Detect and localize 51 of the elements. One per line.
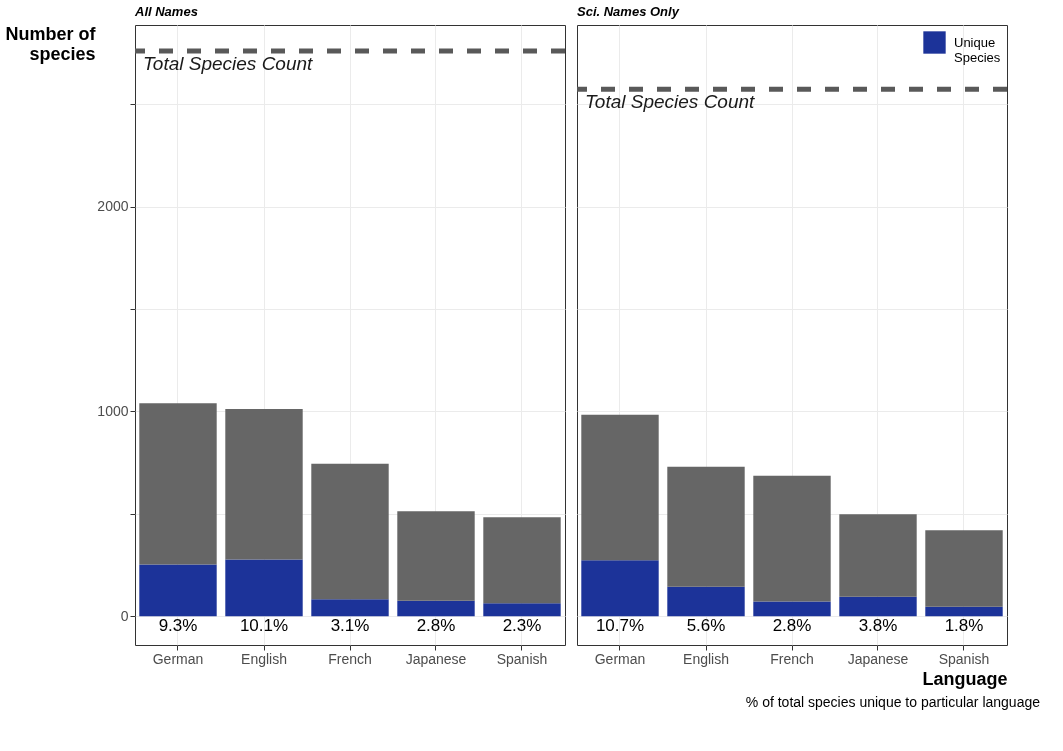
x-tick-label: Spanish (496, 650, 548, 667)
y-tick-label: 1000 (97, 402, 129, 419)
annotation: 5.6% (686, 616, 726, 636)
bar (925, 606, 1003, 617)
annotation: 10.7% (595, 616, 645, 636)
x-tick-label: Japanese (847, 650, 909, 667)
annotation: 2.8% (416, 616, 456, 636)
bar (225, 559, 303, 617)
annotation: 9.3% (158, 616, 198, 636)
bar (483, 517, 561, 604)
bar (753, 601, 831, 617)
bar (225, 408, 303, 560)
bar (839, 514, 917, 597)
legend-label: Unique Species (954, 34, 1001, 65)
bar (667, 586, 745, 617)
bar (839, 596, 917, 617)
x-tick-label: Japanese (405, 650, 467, 667)
annotation: 3.1% (330, 616, 370, 636)
bar (311, 599, 389, 617)
annotation: 2.8% (772, 616, 812, 636)
y-tick-label: 2000 (97, 198, 129, 215)
annotation: 3.8% (858, 616, 898, 636)
x-tick-label: English (241, 650, 287, 667)
bar (581, 560, 659, 617)
bar (139, 403, 217, 565)
x-tick-label: English (683, 650, 729, 667)
chart-title: All Names (134, 4, 198, 19)
x-tick-label: German (152, 650, 204, 667)
ref-line-label: Total Species Count (143, 53, 314, 74)
y-axis-title: Number of species (5, 23, 97, 64)
x-tick-label: German (594, 650, 646, 667)
annotation: 10.1% (239, 616, 289, 636)
x-tick-label: Spanish (938, 650, 990, 667)
bar (397, 600, 475, 617)
x-tick-label: French (328, 650, 372, 667)
bar (139, 564, 217, 617)
ref-line-label: Total Species Count (585, 91, 756, 113)
annotation: 1.8% (944, 616, 984, 636)
x-axis-title: Language (922, 668, 1008, 689)
bar (753, 475, 831, 602)
x-tick-label: French (770, 650, 814, 667)
chart-title: Sci. Names Only (577, 4, 680, 19)
annotation: 2.3% (502, 616, 542, 636)
bar (925, 530, 1003, 607)
bar (311, 463, 389, 600)
text: % of total species unique to particular language (744, 694, 1040, 710)
bar (397, 511, 475, 601)
y-tick-label: 0 (120, 607, 129, 624)
bar (483, 603, 561, 617)
bar (667, 466, 745, 587)
bar (581, 414, 659, 561)
